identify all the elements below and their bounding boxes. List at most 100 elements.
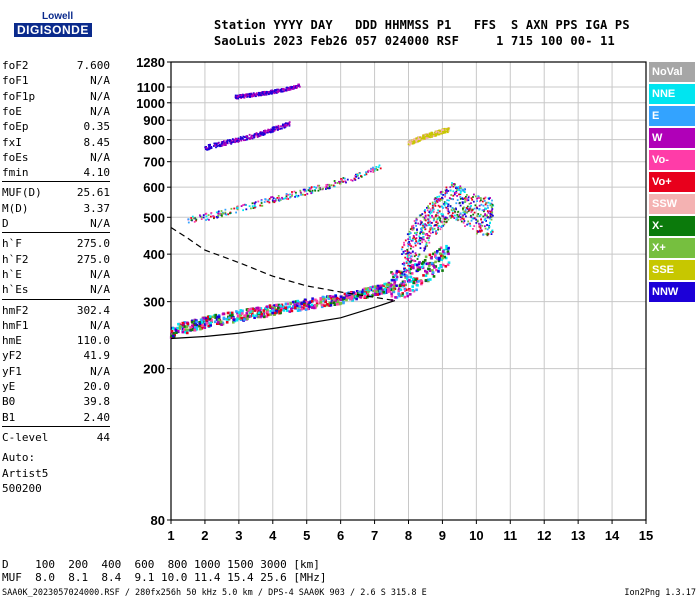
param-row-h-f: h`F 275.0 [2,236,110,251]
scatter-point [422,223,425,226]
scatter-point [258,92,261,95]
scatter-point [414,244,417,247]
scatter-point [437,226,440,229]
scatter-point [231,138,234,140]
scatter-point [482,204,485,207]
scatter-point [458,189,461,192]
scatter-point [441,132,443,135]
scatter-point [447,128,450,131]
scatter-point [342,180,345,183]
scatter-point [417,137,420,140]
scatter-point [320,305,324,309]
scatter-point [274,128,276,131]
scatter-point [339,295,343,298]
scatter-point [321,303,324,307]
param-value: 25.61 [76,186,110,200]
scatter-point [410,252,412,255]
scatter-point [468,202,471,205]
scatter-point [283,90,285,93]
scatter-point [328,187,330,190]
profile-solid-line [170,300,396,340]
scatter-point [253,136,256,139]
scatter-point [436,132,439,135]
scatter-point [445,247,449,250]
scatter-point [395,269,399,273]
scatter-point [476,231,479,233]
auto-line: Artist5 [2,466,49,480]
scatter-point [437,259,441,263]
scatter-point [410,245,413,248]
scatter-point [323,296,326,299]
scatter-point [390,288,393,291]
scatter-point [264,198,267,200]
scatter-point [413,255,416,258]
scatter-point [459,185,462,188]
scatter-point [473,207,476,210]
scatter-point [335,303,339,306]
scatter-point [387,281,391,285]
scatter-point [439,252,442,255]
scatter-point [253,133,256,135]
scatter-point [404,288,406,290]
scatter-point [420,262,424,265]
scatter-point [407,276,410,278]
scatter-point [365,173,368,176]
scatter-point [300,193,302,196]
scatter-point [441,250,445,253]
scatter-point [419,214,422,217]
scatter-point [245,308,249,311]
scatter-point [484,213,486,215]
scatter-point [467,210,470,212]
scatter-point [291,86,294,89]
scatter-point [251,205,254,208]
scatter-point [336,300,340,303]
scatter-point [294,300,298,303]
scatter-point [260,199,263,202]
scatter-point [411,285,414,288]
scatter-point [460,220,463,223]
scatter-point [236,311,239,315]
scatter-point [412,237,414,240]
scatter-point [465,195,467,198]
scatter-point [345,181,347,184]
scatter-point [467,195,470,198]
scatter-point [462,214,464,217]
scatter-point [462,189,464,192]
scatter-point [418,235,421,238]
scatter-point [420,265,424,269]
scatter-point [224,142,227,144]
scatter-point [309,188,311,191]
scatter-point [195,218,198,221]
scatter-point [281,124,284,127]
scatter-point [469,222,471,225]
scatter-point [289,307,293,310]
scatter-point [452,215,454,218]
scatter-point [432,231,434,234]
scatter-point [199,318,203,322]
scatter-point [244,139,246,141]
scatter-point [274,200,277,202]
scatter-point [278,197,281,199]
scatter-point [459,201,461,204]
scatter-point [418,140,421,142]
scatter-point [441,196,443,199]
scatter-point [424,274,428,277]
scatter-point [267,93,270,96]
scatter-point [412,281,416,285]
scatter-point [207,148,210,151]
scatter-point [440,225,443,227]
scatter-point [414,242,416,245]
scatter-point [262,93,265,96]
scatter-point [429,212,432,215]
scatter-point [406,278,408,281]
scatter-point [202,320,205,324]
scatter-point [191,321,194,324]
scatter-point [195,320,198,324]
scatter-point [470,219,473,222]
scatter-point [240,137,242,140]
scatter-point [297,83,300,86]
scatter-point [230,316,233,319]
scatter-point [429,220,431,223]
scatter-point [356,294,359,298]
scatter-point [255,132,258,134]
